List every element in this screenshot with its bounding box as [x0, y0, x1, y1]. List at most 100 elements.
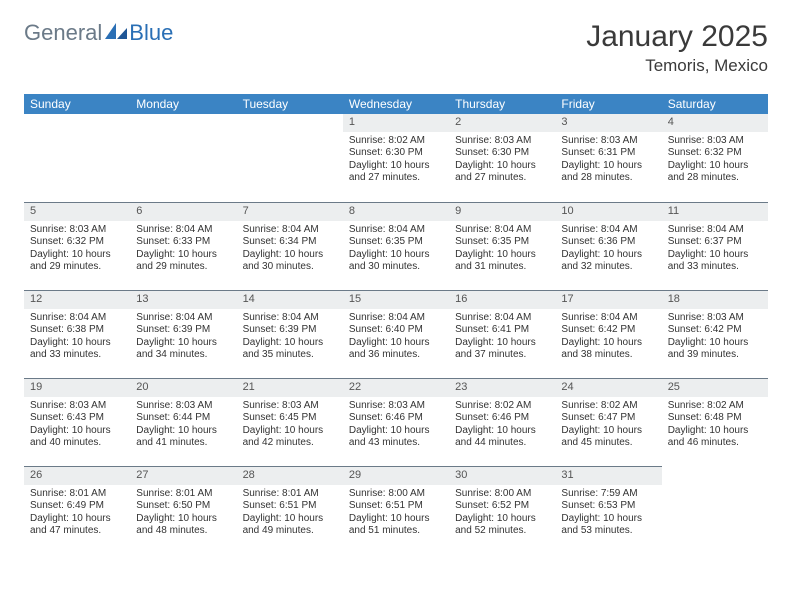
sunset-line: Sunset: 6:46 PM: [455, 412, 549, 425]
day-detail: Sunrise: 8:03 AMSunset: 6:43 PMDaylight:…: [24, 397, 130, 456]
logo-text-blue: Blue: [129, 20, 173, 46]
daylight-line: Daylight: 10 hours and 45 minutes.: [561, 425, 655, 450]
calendar-cell: 14Sunrise: 8:04 AMSunset: 6:39 PMDayligh…: [237, 290, 343, 378]
sunset-line: Sunset: 6:52 PM: [455, 500, 549, 513]
calendar-cell: 5Sunrise: 8:03 AMSunset: 6:32 PMDaylight…: [24, 202, 130, 290]
day-header: Wednesday: [343, 94, 449, 114]
day-detail: Sunrise: 7:59 AMSunset: 6:53 PMDaylight:…: [555, 485, 661, 544]
sunset-line: Sunset: 6:47 PM: [561, 412, 655, 425]
day-number: 17: [555, 290, 661, 309]
daylight-line: Daylight: 10 hours and 30 minutes.: [243, 249, 337, 274]
sunrise-line: Sunrise: 8:04 AM: [243, 224, 337, 237]
day-detail: Sunrise: 8:03 AMSunset: 6:42 PMDaylight:…: [662, 309, 768, 368]
day-number: 31: [555, 466, 661, 485]
sunrise-line: Sunrise: 8:03 AM: [455, 135, 549, 148]
calendar-cell: 19Sunrise: 8:03 AMSunset: 6:43 PMDayligh…: [24, 378, 130, 466]
day-detail: Sunrise: 8:00 AMSunset: 6:51 PMDaylight:…: [343, 485, 449, 544]
sunset-line: Sunset: 6:35 PM: [455, 236, 549, 249]
daylight-line: Daylight: 10 hours and 29 minutes.: [30, 249, 124, 274]
day-number: 30: [449, 466, 555, 485]
daylight-line: Daylight: 10 hours and 51 minutes.: [349, 513, 443, 538]
calendar-cell: 6Sunrise: 8:04 AMSunset: 6:33 PMDaylight…: [130, 202, 236, 290]
daylight-line: Daylight: 10 hours and 46 minutes.: [668, 425, 762, 450]
sunrise-line: Sunrise: 8:04 AM: [349, 312, 443, 325]
day-header: Tuesday: [237, 94, 343, 114]
day-number: 8: [343, 202, 449, 221]
sunrise-line: Sunrise: 8:02 AM: [455, 400, 549, 413]
daylight-line: Daylight: 10 hours and 29 minutes.: [136, 249, 230, 274]
calendar-week: 5Sunrise: 8:03 AMSunset: 6:32 PMDaylight…: [24, 202, 768, 290]
daylight-line: Daylight: 10 hours and 27 minutes.: [455, 160, 549, 185]
sunrise-line: Sunrise: 8:03 AM: [30, 400, 124, 413]
calendar-cell: [24, 114, 130, 202]
calendar-cell: 24Sunrise: 8:02 AMSunset: 6:47 PMDayligh…: [555, 378, 661, 466]
day-detail: Sunrise: 8:03 AMSunset: 6:46 PMDaylight:…: [343, 397, 449, 456]
sunrise-line: Sunrise: 7:59 AM: [561, 488, 655, 501]
sunrise-line: Sunrise: 8:03 AM: [561, 135, 655, 148]
sunset-line: Sunset: 6:44 PM: [136, 412, 230, 425]
sunset-line: Sunset: 6:30 PM: [349, 147, 443, 160]
sunrise-line: Sunrise: 8:04 AM: [136, 312, 230, 325]
calendar-cell: 11Sunrise: 8:04 AMSunset: 6:37 PMDayligh…: [662, 202, 768, 290]
sunset-line: Sunset: 6:42 PM: [668, 324, 762, 337]
sunrise-line: Sunrise: 8:03 AM: [668, 312, 762, 325]
day-number: 1: [343, 114, 449, 132]
sunrise-line: Sunrise: 8:04 AM: [136, 224, 230, 237]
day-number: 11: [662, 202, 768, 221]
sunset-line: Sunset: 6:34 PM: [243, 236, 337, 249]
day-number: 13: [130, 290, 236, 309]
day-detail: Sunrise: 8:02 AMSunset: 6:46 PMDaylight:…: [449, 397, 555, 456]
sunrise-line: Sunrise: 8:02 AM: [561, 400, 655, 413]
daylight-line: Daylight: 10 hours and 27 minutes.: [349, 160, 443, 185]
calendar-cell: 1 Sunrise: 8:02 AMSunset: 6:30 PMDaylight…: [343, 114, 449, 202]
day-detail: Sunrise: 8:04 AMSunset: 6:39 PMDaylight:…: [130, 309, 236, 368]
day-number: 6: [130, 202, 236, 221]
day-number: 4: [662, 114, 768, 132]
logo-sail-icon: [103, 21, 129, 41]
daylight-line: Daylight: 10 hours and 41 minutes.: [136, 425, 230, 450]
header: General Blue January 2025 Temoris, Mexic…: [24, 20, 768, 76]
daylight-line: Daylight: 10 hours and 36 minutes.: [349, 337, 443, 362]
sunrise-line: Sunrise: 8:03 AM: [243, 400, 337, 413]
daylight-line: Daylight: 10 hours and 49 minutes.: [243, 513, 337, 538]
sunrise-line: Sunrise: 8:03 AM: [349, 400, 443, 413]
day-number: 21: [237, 378, 343, 397]
day-number: 19: [24, 378, 130, 397]
logo-text-general: General: [24, 20, 102, 46]
calendar-cell: 27Sunrise: 8:01 AMSunset: 6:50 PMDayligh…: [130, 466, 236, 554]
sunset-line: Sunset: 6:42 PM: [561, 324, 655, 337]
daylight-line: Daylight: 10 hours and 48 minutes.: [136, 513, 230, 538]
sunset-line: Sunset: 6:53 PM: [561, 500, 655, 513]
day-number: 12: [24, 290, 130, 309]
day-detail: Sunrise: 8:03 AMSunset: 6:45 PMDaylight:…: [237, 397, 343, 456]
sunset-line: Sunset: 6:49 PM: [30, 500, 124, 513]
sunset-line: Sunset: 6:36 PM: [561, 236, 655, 249]
calendar-week: 19Sunrise: 8:03 AMSunset: 6:43 PMDayligh…: [24, 378, 768, 466]
calendar-week: 1Sunrise: 8:02 AMSunset: 6:30 PMDaylight…: [24, 114, 768, 202]
sunset-line: Sunset: 6:50 PM: [136, 500, 230, 513]
day-detail: Sunrise: 8:04 AMSunset: 6:35 PMDaylight:…: [449, 221, 555, 280]
calendar-cell: 15Sunrise: 8:04 AMSunset: 6:40 PMDayligh…: [343, 290, 449, 378]
calendar-cell: [237, 114, 343, 202]
calendar-cell: 9Sunrise: 8:04 AMSunset: 6:35 PMDaylight…: [449, 202, 555, 290]
calendar-cell: 23Sunrise: 8:02 AMSunset: 6:46 PMDayligh…: [449, 378, 555, 466]
calendar-cell: [662, 466, 768, 554]
title-block: January 2025 Temoris, Mexico: [586, 20, 768, 76]
day-detail: Sunrise: 8:04 AMSunset: 6:35 PMDaylight:…: [343, 221, 449, 280]
sunrise-line: Sunrise: 8:01 AM: [136, 488, 230, 501]
day-number: 16: [449, 290, 555, 309]
day-header: Sunday: [24, 94, 130, 114]
day-number: 20: [130, 378, 236, 397]
sunrise-line: Sunrise: 8:00 AM: [349, 488, 443, 501]
day-detail: Sunrise: 8:04 AMSunset: 6:42 PMDaylight:…: [555, 309, 661, 368]
day-number: 22: [343, 378, 449, 397]
calendar-cell: 17Sunrise: 8:04 AMSunset: 6:42 PMDayligh…: [555, 290, 661, 378]
daylight-line: Daylight: 10 hours and 33 minutes.: [30, 337, 124, 362]
sunset-line: Sunset: 6:51 PM: [243, 500, 337, 513]
sunset-line: Sunset: 6:51 PM: [349, 500, 443, 513]
day-number: 26: [24, 466, 130, 485]
daylight-line: Daylight: 10 hours and 31 minutes.: [455, 249, 549, 274]
sunrise-line: Sunrise: 8:02 AM: [349, 135, 443, 148]
calendar-cell: 22Sunrise: 8:03 AMSunset: 6:46 PMDayligh…: [343, 378, 449, 466]
calendar-cell: 21Sunrise: 8:03 AMSunset: 6:45 PMDayligh…: [237, 378, 343, 466]
